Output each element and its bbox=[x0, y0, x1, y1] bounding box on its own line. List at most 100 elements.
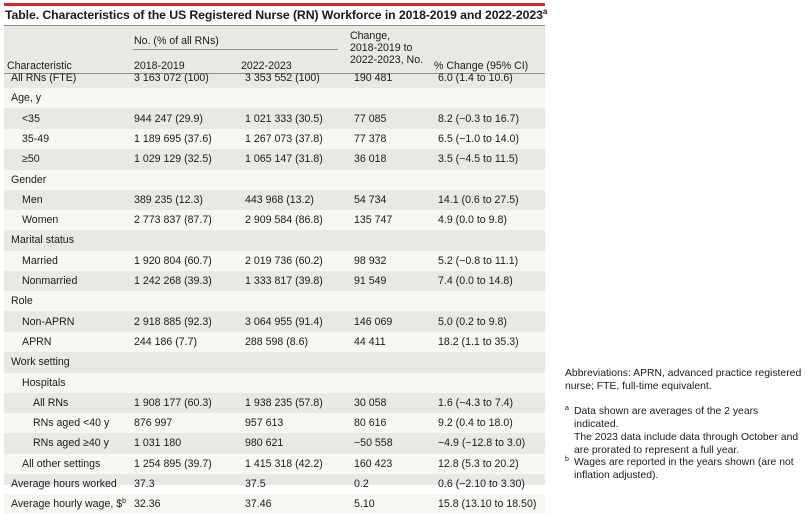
cell-c4: 6.5 (−1.0 to 14.0) bbox=[438, 133, 519, 145]
cell-c3: 98 932 bbox=[354, 255, 387, 267]
header-2018-2019: 2018-2019 bbox=[134, 60, 185, 72]
cell-c1: 944 247 (29.9) bbox=[134, 113, 203, 125]
header-group-rule bbox=[133, 49, 338, 50]
row-label: ≥50 bbox=[22, 149, 40, 169]
cell-c2: 37.5 bbox=[245, 478, 266, 490]
cell-c4: 5.2 (−0.8 to 11.1) bbox=[438, 255, 519, 267]
cell-c3: 146 069 bbox=[354, 316, 393, 328]
cell-c4: 3.5 (−4.5 to 11.5) bbox=[438, 153, 519, 165]
header-2022-2023: 2022-2023 bbox=[241, 60, 292, 72]
cell-c2: 1 938 235 (57.8) bbox=[245, 397, 323, 409]
table-row: 35-49 1 189 695 (37.6) 1 267 073 (37.8) 77 … bbox=[4, 129, 545, 149]
cell-c1: 1 189 695 (37.6) bbox=[134, 133, 212, 145]
table-title-text: Table. Characteristics of the US Registe… bbox=[5, 8, 543, 22]
cell-c1: 1 920 804 (60.7) bbox=[134, 255, 212, 267]
table-row: All RNs 1 908 177 (60.3) 1 938 235 (57.8) 3… bbox=[4, 393, 545, 413]
cell-c4: 18.2 (1.1 to 35.3) bbox=[438, 336, 519, 348]
footnote-a: a Data shown are averages of the 2 years… bbox=[565, 405, 805, 457]
cell-c3: 190 481 bbox=[354, 72, 393, 84]
table-row: Gender bbox=[4, 170, 545, 190]
footnote-b-marker: b bbox=[565, 456, 569, 463]
table-row: Work setting bbox=[4, 352, 545, 372]
table-row: <35 944 247 (29.9) 1 021 333 (30.5) 77 085 8… bbox=[4, 109, 545, 129]
table-row: Marital status bbox=[4, 230, 545, 250]
cell-c4: 1.6 (−4.3 to 7.4) bbox=[438, 397, 514, 409]
footnote-a-marker: a bbox=[565, 405, 569, 412]
row-label: Women bbox=[22, 210, 58, 230]
table-row: RNs aged <40 y 876 997 957 613 80 616 9.2 (0… bbox=[4, 413, 545, 433]
table-row: Nonmarried 1 242 268 (39.3) 1 333 817 (39.… bbox=[4, 271, 545, 291]
cell-c4: 4.9 (0.0 to 9.8) bbox=[438, 214, 507, 226]
cell-c2: 443 968 (13.2) bbox=[245, 194, 314, 206]
row-label-text: RNs aged ≥40 y bbox=[33, 437, 109, 449]
row-label: Average hours worked bbox=[11, 474, 117, 494]
cell-c2: 3 064 955 (91.4) bbox=[245, 316, 323, 328]
table-row: Average hourly wage, $b 32.36 37.46 5.10 15.… bbox=[4, 494, 545, 514]
table-row: All RNs (FTE) 3 163 072 (100) 3 353 552 (1… bbox=[4, 68, 545, 88]
row-label-text: Age, y bbox=[11, 92, 42, 104]
cell-c4: 14.1 (0.6 to 27.5) bbox=[438, 194, 519, 206]
cell-c1: 876 997 bbox=[134, 417, 173, 429]
table-row: Married 1 920 804 (60.7) 2 019 736 (60.2) 9… bbox=[4, 251, 545, 271]
title-footnote-marker: a bbox=[542, 7, 548, 16]
row-label: Marital status bbox=[11, 230, 74, 250]
cell-c4: 5.0 (0.2 to 9.8) bbox=[438, 316, 507, 328]
table-row: ≥50 1 029 129 (32.5) 1 065 147 (31.8) 36 01… bbox=[4, 149, 545, 169]
table-row: Non-APRN 2 918 885 (92.3) 3 064 955 (91.4)… bbox=[4, 312, 545, 332]
table-row: Role bbox=[4, 291, 545, 311]
row-label: APRN bbox=[22, 332, 51, 352]
row-label: Married bbox=[22, 251, 58, 271]
cell-c4: 0.6 (−2.10 to 3.30) bbox=[438, 478, 525, 490]
row-label-text: Work setting bbox=[11, 356, 70, 368]
row-label-text: Hospitals bbox=[22, 377, 66, 389]
row-label: 35-49 bbox=[22, 129, 49, 149]
row-label: Work setting bbox=[11, 352, 70, 372]
cell-c3: 91 549 bbox=[354, 275, 387, 287]
cell-c2: 1 065 147 (31.8) bbox=[245, 153, 323, 165]
row-label-text: Non-APRN bbox=[22, 316, 75, 328]
cell-c3: 0.2 bbox=[354, 478, 369, 490]
row-label-text: Average hours worked bbox=[11, 478, 117, 490]
cell-c2: 2 019 736 (60.2) bbox=[245, 255, 323, 267]
footnote-a-line-2: The 2023 data include data through Octob… bbox=[574, 432, 799, 443]
row-label: Hospitals bbox=[22, 373, 66, 393]
row-label: Role bbox=[11, 291, 33, 311]
header-characteristic: Characteristic bbox=[7, 60, 72, 72]
cell-c3: 30 058 bbox=[354, 397, 387, 409]
row-label: Non-APRN bbox=[22, 312, 74, 332]
cell-c4: 15.8 (13.10 to 18.50) bbox=[438, 498, 537, 510]
row-footnote-marker: b bbox=[122, 498, 127, 505]
cell-c1: 1 908 177 (60.3) bbox=[134, 397, 212, 409]
cell-c2: 957 613 bbox=[245, 417, 284, 429]
row-label: Average hourly wage, $b bbox=[11, 494, 126, 514]
row-label-text: Average hourly wage, $ bbox=[11, 498, 123, 510]
row-label-text: Gender bbox=[11, 174, 47, 186]
footnote-b-line-2: inflation adjusted). bbox=[574, 470, 659, 481]
row-label-text: ≥50 bbox=[22, 153, 40, 165]
cell-c1: 1 031 180 bbox=[134, 437, 182, 449]
title-underline bbox=[4, 25, 545, 26]
cell-c3: 135 747 bbox=[354, 214, 393, 226]
row-label: RNs aged ≥40 y bbox=[33, 433, 109, 453]
header-group-label: No. (% of all RNs) bbox=[134, 35, 219, 47]
table-row: Age, y bbox=[4, 88, 545, 108]
cell-c3: 80 616 bbox=[354, 417, 387, 429]
row-label: Nonmarried bbox=[22, 271, 77, 291]
row-label-text: Men bbox=[22, 194, 43, 206]
row-label-text: APRN bbox=[22, 336, 52, 348]
cell-c2: 37.46 bbox=[245, 498, 272, 510]
table-row: RNs aged ≥40 y 1 031 180 980 621 −50 558 −4.… bbox=[4, 433, 545, 453]
cell-c1: 1 254 895 (39.7) bbox=[134, 458, 212, 470]
table-row: APRN 244 186 (7.7) 288 598 (8.6) 44 411 18.2… bbox=[4, 332, 545, 352]
cell-c2: 1 333 817 (39.8) bbox=[245, 275, 323, 287]
row-label-text: Women bbox=[22, 214, 59, 226]
row-label: RNs aged <40 y bbox=[33, 413, 109, 433]
footnote-b: b Wages are reported in the years shown … bbox=[565, 456, 805, 482]
cell-c2: 288 598 (8.6) bbox=[245, 336, 309, 348]
title-accent-rule bbox=[4, 3, 545, 6]
cell-c3: 54 734 bbox=[354, 194, 387, 206]
cell-c1: 1 242 268 (39.3) bbox=[134, 275, 212, 287]
cell-c2: 1 021 333 (30.5) bbox=[245, 113, 323, 125]
cell-c1: 244 186 (7.7) bbox=[134, 336, 198, 348]
cell-c4: 8.2 (−0.3 to 16.7) bbox=[438, 113, 519, 125]
